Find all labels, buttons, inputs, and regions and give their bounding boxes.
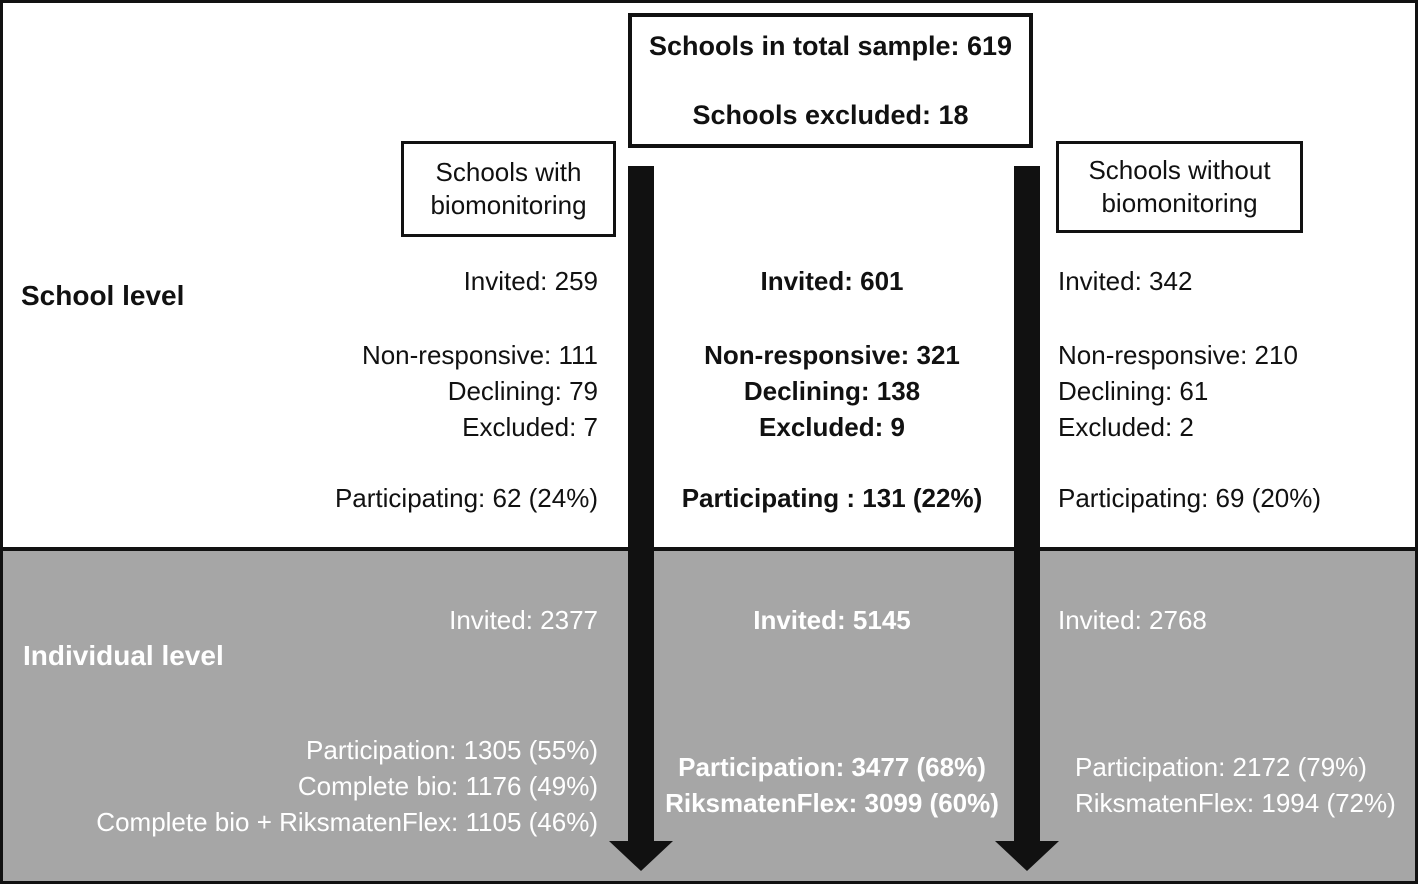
total-sample-box: Schools in total sample: 619 Schools exc… [628,13,1033,148]
school-total-participating: Participating : 131 (22%) [681,483,983,513]
down-arrow-left-shaft [628,166,654,841]
ind-with-bio-complete-bio-flex: Complete bio + RiksmatenFlex: 1105 (46%) [96,807,598,837]
school-with-bio-invited: Invited: 259 [463,266,598,296]
ind-without-bio-invited: Invited: 2768 [1058,605,1207,635]
school-without-bio-participating: Participating: 69 (20%) [1058,483,1322,513]
individual-level-band [3,547,1415,881]
without-bio-box-line2: biomonitoring [1101,188,1258,218]
school-total-nonresponsive: Non-responsive: 321 [704,340,960,370]
school-without-bio-declining: Declining: 61 [1058,376,1209,406]
with-bio-box-line2: biomonitoring [430,190,587,220]
schools-with-biomonitoring-box: Schools with biomonitoring [401,141,616,237]
ind-total-participation: Participation: 3477 (68%) [678,752,986,782]
ind-total-invited: Invited: 5145 [753,605,911,635]
ind-without-bio-riksmatenflex: RiksmatenFlex: 1994 (72%) [1075,788,1396,818]
ind-without-bio-results: Participation: 2172 (79%) RiksmatenFlex:… [1075,749,1396,821]
school-without-bio-excluded: Excluded: 2 [1058,412,1194,442]
ind-with-bio-participation: Participation: 1305 (55%) [306,735,598,765]
ind-with-bio-complete-bio: Complete bio: 1176 (49%) [297,771,598,801]
ind-with-bio-invited: Invited: 2377 [449,605,598,635]
school-with-bio-participating: Participating: 62 (24%) [334,483,598,513]
ind-total-results: Participation: 3477 (68%) RiksmatenFlex:… [631,749,1033,821]
down-arrow-right-head [995,841,1059,871]
down-arrow-right-shaft [1014,166,1040,841]
schools-excluded-line: Schools excluded: 18 [692,100,969,130]
ind-with-bio-results: Participation: 1305 (55%) Complete bio: … [96,732,598,840]
school-with-bio-dropouts: Non-responsive: 111 Declining: 79 Exclud… [362,337,598,445]
total-sample-line: Schools in total sample: 619 [648,31,1013,61]
school-total-excluded: Excluded: 9 [759,412,905,442]
with-bio-box-line1: Schools with [435,157,582,187]
school-level-label: School level [21,280,185,311]
school-with-bio-excluded: Excluded: 7 [462,412,598,442]
school-total-declining: Declining: 138 [743,376,921,406]
ind-without-bio-participation: Participation: 2172 (79%) [1075,752,1367,782]
school-total-dropouts: Non-responsive: 321 Declining: 138 Exclu… [631,337,1033,445]
ind-total-riksmatenflex: RiksmatenFlex: 3099 (60%) [665,788,999,818]
school-without-bio-nonresponsive: Non-responsive: 210 [1058,340,1298,370]
schools-without-biomonitoring-box: Schools without biomonitoring [1056,141,1303,233]
school-with-bio-declining: Declining: 79 [447,376,598,406]
without-bio-box-line1: Schools without [1088,155,1271,185]
individual-level-label: Individual level [23,640,224,671]
school-with-bio-nonresponsive: Non-responsive: 111 [361,340,598,370]
school-total-invited: Invited: 601 [760,266,904,296]
school-without-bio-invited: Invited: 342 [1058,266,1193,296]
school-without-bio-dropouts: Non-responsive: 210 Declining: 61 Exclud… [1058,337,1298,445]
down-arrow-left-head [609,841,673,871]
